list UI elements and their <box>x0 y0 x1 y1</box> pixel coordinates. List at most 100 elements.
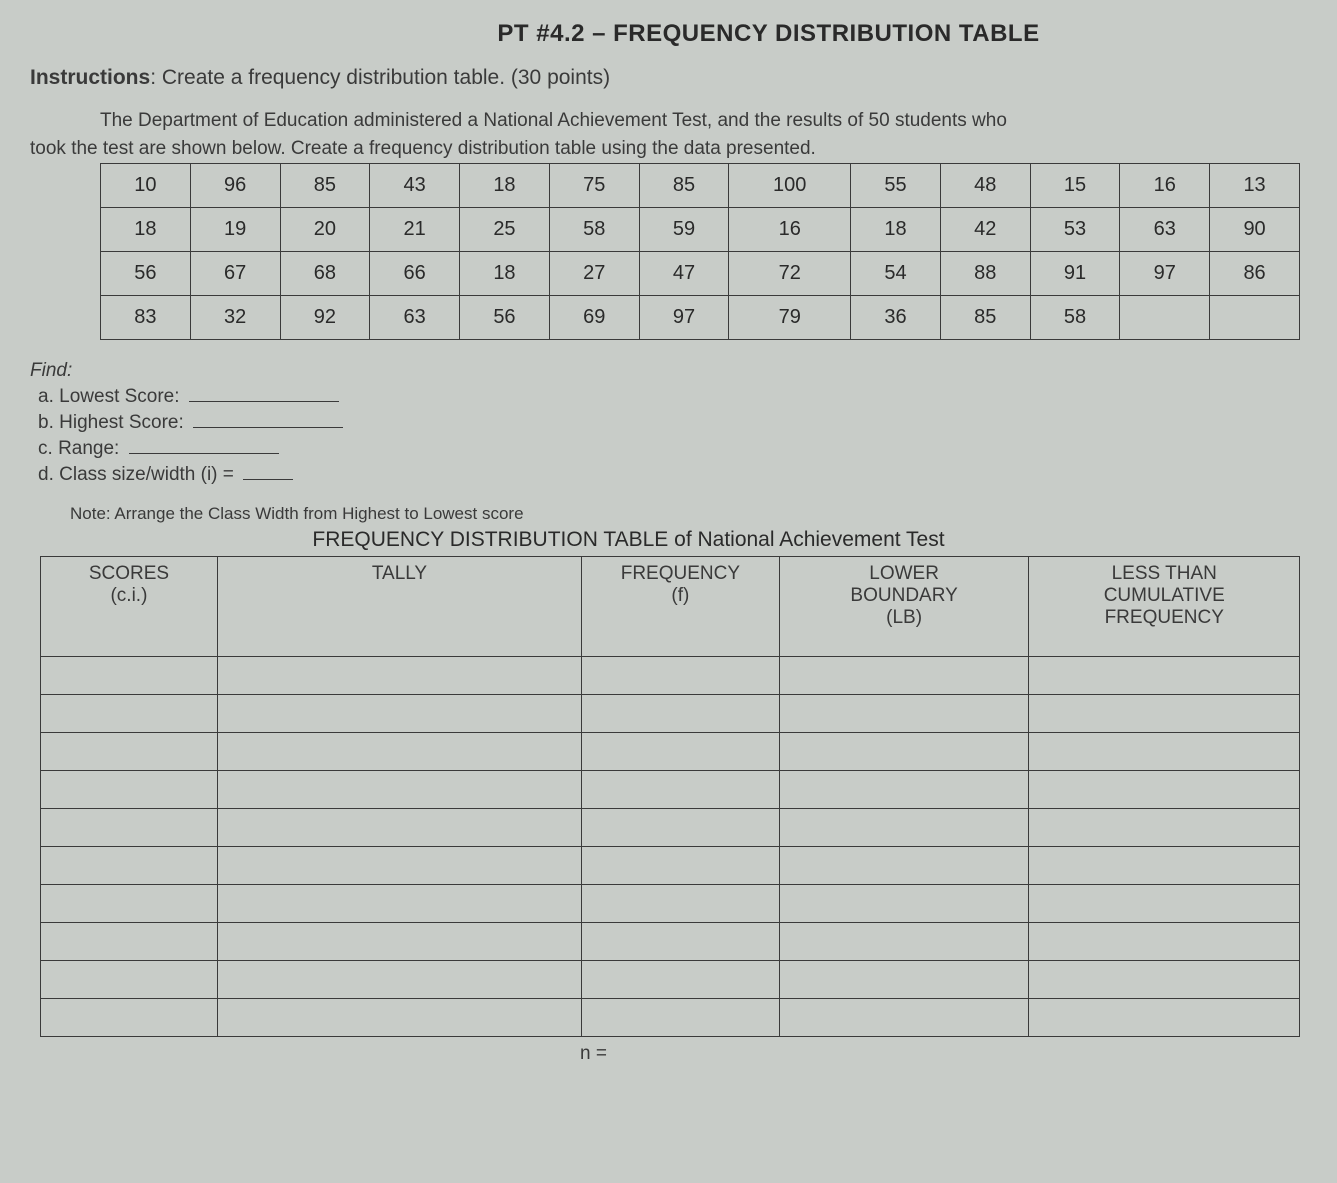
freq-cell <box>41 999 218 1037</box>
find-label: Find: <box>30 360 72 381</box>
find-label-c: Range: <box>58 438 119 459</box>
data-cell: 27 <box>549 252 639 296</box>
freq-cell <box>779 847 1029 885</box>
data-cell: 56 <box>460 296 550 340</box>
data-cell: 85 <box>940 296 1030 340</box>
freq-cell <box>1029 923 1300 961</box>
data-cell: 21 <box>370 208 460 252</box>
blank-c <box>129 453 279 454</box>
instructions-label: Instructions <box>30 66 150 89</box>
find-label-d: Class size/width (i) = <box>59 464 234 485</box>
freq-table: SCORES(c.i.)TALLYFREQUENCY(f)LOWERBOUNDA… <box>40 556 1300 1037</box>
freq-row <box>41 733 1300 771</box>
data-cell <box>1120 296 1210 340</box>
find-letter-b: b. <box>38 412 54 433</box>
data-cell: 58 <box>1030 296 1120 340</box>
data-cell: 32 <box>190 296 280 340</box>
data-cell: 67 <box>190 252 280 296</box>
data-cell: 63 <box>370 296 460 340</box>
n-equals: n = <box>580 1043 1307 1065</box>
data-table: 1096854318758510055481516131819202125585… <box>100 163 1300 340</box>
freq-header-cell: TALLY <box>217 557 581 657</box>
freq-cell <box>582 657 780 695</box>
freq-header-cell: LOWERBOUNDARY(LB) <box>779 557 1029 657</box>
freq-cell <box>217 695 581 733</box>
freq-cell <box>1029 847 1300 885</box>
freq-row <box>41 809 1300 847</box>
data-cell: 79 <box>729 296 851 340</box>
page-title: PT #4.2 – FREQUENCY DISTRIBUTION TABLE <box>230 20 1307 48</box>
freq-cell <box>217 961 581 999</box>
freq-cell <box>41 923 218 961</box>
note: Note: Arrange the Class Width from Highe… <box>70 504 1307 524</box>
freq-cell <box>779 885 1029 923</box>
freq-row <box>41 657 1300 695</box>
freq-cell <box>779 923 1029 961</box>
freq-cell <box>779 999 1029 1037</box>
data-row: 56676866182747725488919786 <box>101 252 1300 296</box>
freq-cell <box>582 809 780 847</box>
description-line1: The Department of Education administered… <box>100 108 1307 134</box>
freq-cell <box>41 847 218 885</box>
data-cell: 55 <box>851 164 941 208</box>
freq-row <box>41 923 1300 961</box>
find-letter-d: d. <box>38 464 54 485</box>
find-section: Find: <box>30 360 1307 382</box>
description-line2: took the test are shown below. Create a … <box>30 136 1307 162</box>
freq-cell <box>582 885 780 923</box>
freq-cell <box>41 733 218 771</box>
data-cell: 19 <box>190 208 280 252</box>
data-cell: 48 <box>940 164 1030 208</box>
find-label-b: Highest Score: <box>59 412 184 433</box>
freq-cell <box>582 733 780 771</box>
data-cell: 85 <box>280 164 370 208</box>
freq-cell <box>217 809 581 847</box>
data-cell: 16 <box>1120 164 1210 208</box>
freq-cell <box>1029 657 1300 695</box>
freq-cell <box>41 809 218 847</box>
freq-cell <box>217 923 581 961</box>
data-cell: 47 <box>639 252 729 296</box>
data-cell: 90 <box>1210 208 1300 252</box>
data-cell: 92 <box>280 296 370 340</box>
freq-cell <box>779 733 1029 771</box>
freq-cell <box>582 961 780 999</box>
freq-cell <box>1029 885 1300 923</box>
data-cell: 75 <box>549 164 639 208</box>
freq-cell <box>1029 999 1300 1037</box>
data-row: 109685431875851005548151613 <box>101 164 1300 208</box>
find-item-b: b. Highest Score: <box>38 412 1307 434</box>
freq-cell <box>217 733 581 771</box>
find-letter-c: c. <box>38 438 53 459</box>
data-cell: 18 <box>460 164 550 208</box>
freq-cell <box>779 961 1029 999</box>
freq-cell <box>779 771 1029 809</box>
freq-header-cell: SCORES(c.i.) <box>41 557 218 657</box>
data-cell: 16 <box>729 208 851 252</box>
freq-cell <box>41 695 218 733</box>
freq-cell <box>217 847 581 885</box>
blank-a <box>189 401 339 402</box>
data-row: 8332926356699779368558 <box>101 296 1300 340</box>
data-cell: 18 <box>460 252 550 296</box>
find-label-a: Lowest Score: <box>59 386 179 407</box>
data-cell: 13 <box>1210 164 1300 208</box>
freq-cell <box>582 999 780 1037</box>
data-cell: 68 <box>280 252 370 296</box>
data-cell: 56 <box>101 252 191 296</box>
data-cell: 15 <box>1030 164 1120 208</box>
freq-cell <box>217 657 581 695</box>
freq-cell <box>779 809 1029 847</box>
data-cell: 72 <box>729 252 851 296</box>
data-cell: 96 <box>190 164 280 208</box>
instructions: Instructions: Create a frequency distrib… <box>30 66 1307 90</box>
data-cell: 66 <box>370 252 460 296</box>
data-cell: 10 <box>101 164 191 208</box>
freq-cell <box>41 657 218 695</box>
freq-cell <box>582 923 780 961</box>
freq-cell <box>41 771 218 809</box>
data-row: 18192021255859161842536390 <box>101 208 1300 252</box>
data-cell: 54 <box>851 252 941 296</box>
freq-row <box>41 961 1300 999</box>
data-cell: 69 <box>549 296 639 340</box>
